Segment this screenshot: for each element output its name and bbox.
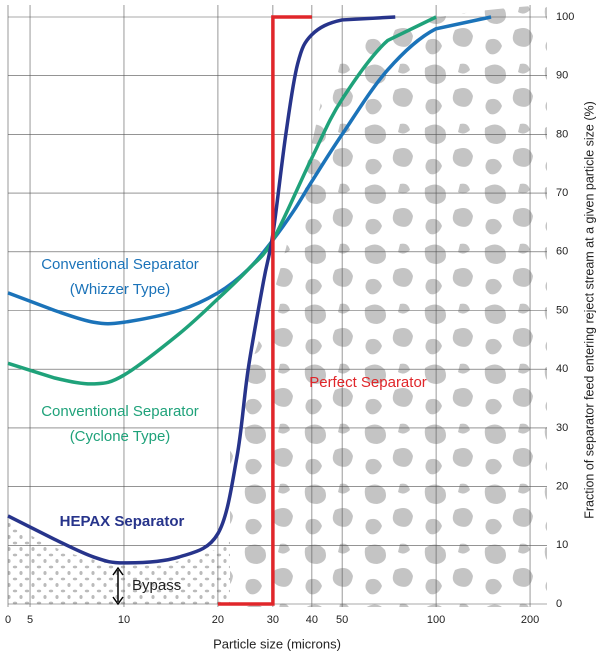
y-tick-label: 10 — [556, 539, 568, 551]
x-tick-label: 30 — [267, 614, 279, 626]
x-tick-label: 50 — [336, 614, 348, 626]
x-axis-label: Particle size (microns) — [213, 636, 341, 651]
x-tick-label: 40 — [306, 614, 318, 626]
y-tick-label: 90 — [556, 70, 568, 82]
x-tick-label: 20 — [212, 614, 224, 626]
series-label: Perfect Separator — [309, 374, 427, 391]
y-tick-label: 20 — [556, 481, 568, 493]
x-tick-label: 10 — [118, 614, 130, 626]
series-label: (Whizzer Type) — [70, 281, 171, 298]
series-label: Conventional Separator — [41, 403, 199, 420]
x-tick-label: 100 — [427, 614, 445, 626]
y-tick-label: 30 — [556, 422, 568, 434]
y-tick-label: 0 — [556, 598, 562, 610]
y-tick-label: 60 — [556, 246, 568, 258]
x-tick-label: 0 — [5, 614, 11, 626]
y-axis-label: Fraction of separator feed entering reje… — [582, 101, 596, 519]
chart: Bypass Particle size (microns) Fraction … — [0, 0, 599, 654]
series-label: HEPAX Separator — [60, 513, 185, 530]
y-tick-label: 80 — [556, 128, 568, 140]
y-tick-label: 50 — [556, 304, 568, 316]
y-tick-label: 100 — [556, 11, 574, 23]
x-tick-label: 5 — [27, 614, 33, 626]
y-tick-label: 70 — [556, 187, 568, 199]
bypass-label: Bypass — [132, 577, 181, 594]
x-tick-label: 200 — [521, 614, 539, 626]
y-tick-label: 40 — [556, 363, 568, 375]
series-label: Conventional Separator — [41, 256, 199, 273]
series-label: (Cyclone Type) — [70, 428, 171, 445]
